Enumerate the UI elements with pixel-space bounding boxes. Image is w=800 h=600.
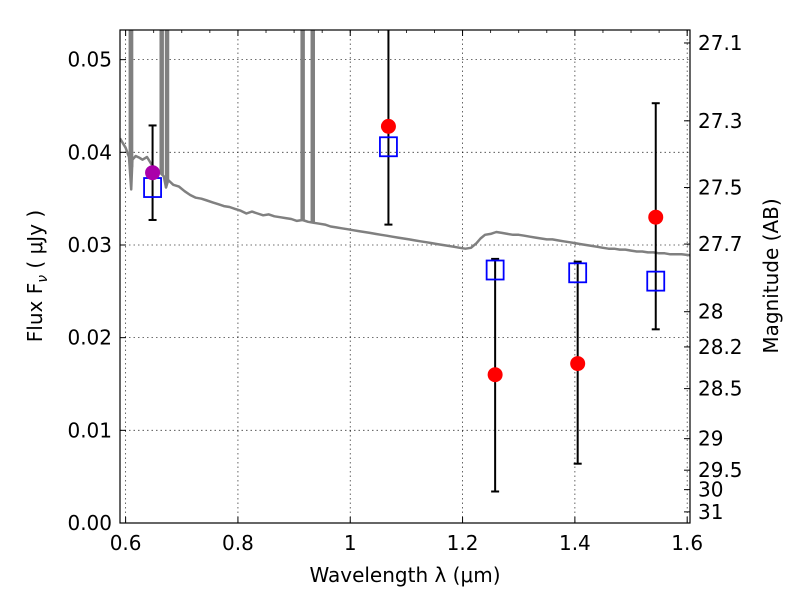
spectrum-continuum — [120, 137, 690, 257]
y-axis-label: Flux Fν ( μJy ) — [23, 210, 51, 342]
y2-tick-label: 27.7 — [698, 232, 743, 256]
y-tick-label: 0.03 — [67, 233, 112, 257]
x-axis-ticks: 0.6 0.8 1 1.2 1.4 1.6 — [110, 30, 703, 555]
x-axis-label: Wavelength λ (μm) — [309, 563, 500, 587]
y2-tick-label: 28 — [698, 300, 723, 324]
y2-axis-label: Magnitude (AB) — [759, 198, 783, 353]
x-tick-label: 1 — [344, 531, 357, 555]
observed-flux-point — [570, 356, 586, 372]
x-tick-label: 0.8 — [222, 531, 254, 555]
model-photometry-square — [379, 136, 398, 158]
y-axis-label-main: Flux F — [23, 283, 47, 342]
x-tick-label: 1.6 — [671, 531, 703, 555]
y-tick-label: 0.02 — [67, 326, 112, 350]
optical-flux-point — [145, 165, 161, 181]
y2-tick-label: 28.5 — [698, 377, 743, 401]
model-spectrum — [120, 30, 690, 257]
y2-tick-label: 29.5 — [698, 458, 743, 482]
y-axis-label-subscript: ν — [35, 275, 51, 283]
model-photometry-square — [646, 270, 666, 292]
y2-tick-label: 27.5 — [698, 176, 743, 200]
x-tick-label: 0.6 — [110, 531, 142, 555]
error-bars — [148, 30, 660, 493]
y-axis-ticks: 0.00 0.01 0.02 0.03 0.04 0.05 — [67, 48, 126, 535]
y2-tick-label: 28.2 — [698, 335, 743, 359]
observed-flux-point — [487, 367, 503, 383]
observed-flux-point — [380, 118, 396, 134]
y2-tick-label: 27.3 — [698, 109, 743, 133]
x-tick-label: 1.2 — [447, 531, 479, 555]
y2-tick-label: 31 — [698, 500, 723, 524]
y-tick-label: 0.05 — [67, 48, 112, 72]
y2-tick-label: 30 — [698, 478, 723, 502]
grid-lines — [120, 30, 690, 523]
plot-frame — [119, 29, 691, 524]
plot-area — [120, 30, 690, 493]
y-tick-label: 0.00 — [67, 511, 112, 535]
model-photometry-square — [485, 259, 505, 281]
x-tick-label: 1.4 — [559, 531, 591, 555]
y-tick-label: 0.01 — [67, 418, 112, 442]
model-photometry-square — [568, 262, 588, 284]
y2-tick-label: 27.1 — [698, 31, 743, 55]
y2-tick-label: 29 — [698, 427, 723, 451]
data-markers — [143, 118, 666, 383]
y-axis-label-unit: ( μJy ) — [23, 210, 47, 275]
observed-flux-point — [648, 209, 664, 225]
y-tick-label: 0.04 — [67, 140, 112, 164]
